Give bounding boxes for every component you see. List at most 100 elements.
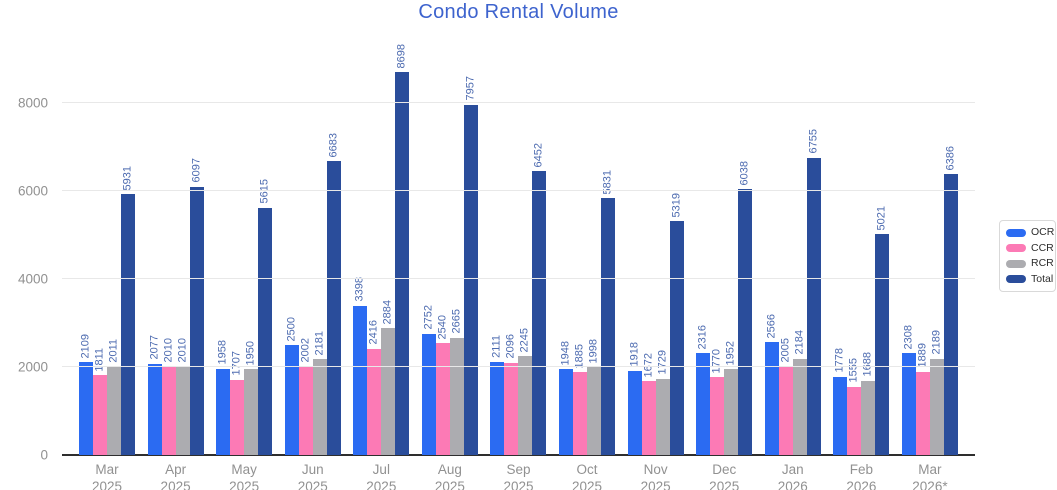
bar-group: 2752 2540 2665 7957 Aug 2025 <box>421 55 478 490</box>
bar-value-label: 2316 <box>696 324 709 350</box>
plot-area: 2109 1811 2011 5931 Mar 2025 2077 2010 2010 6097 A… <box>62 44 975 490</box>
bar-group: 2111 2096 2245 6452 Sep 2025 <box>490 55 547 490</box>
x-axis-label: Feb 2026 <box>846 462 877 490</box>
x-axis-label: Nov 2025 <box>640 462 671 490</box>
bar-total: 5021 <box>875 206 890 455</box>
bar-total: 6386 <box>943 146 958 455</box>
bar-value-label: 2109 <box>79 333 92 359</box>
x-axis-label: Dec 2025 <box>709 462 740 490</box>
bar-total: 5931 <box>121 166 135 455</box>
bar-value-label: 6386 <box>944 145 957 170</box>
bar-total: 6038 <box>738 161 753 455</box>
bar-total: 6683 <box>326 133 341 455</box>
bar-ccr: 1555 <box>847 358 862 455</box>
bar-value-label: 1889 <box>916 343 929 368</box>
bar-ccr: 2005 <box>778 338 793 455</box>
ocr-legend-swatch <box>1006 228 1026 237</box>
bar-ocr: 1778 <box>833 348 848 455</box>
bar-value-label: 2002 <box>299 338 312 363</box>
bar-ccr: 2010 <box>161 338 176 455</box>
bar-value-label: 2005 <box>779 338 792 363</box>
bar-value-label: 2111 <box>490 335 503 359</box>
bar-ccr: 2540 <box>435 315 450 455</box>
legend-item-label: RCR <box>1031 257 1054 270</box>
bar-rcr: 1950 <box>244 341 259 455</box>
x-axis-label: Oct 2025 <box>572 462 603 490</box>
x-axis-label: Aug 2025 <box>434 462 465 490</box>
bar-total: 8698 <box>395 44 410 455</box>
bar-ocr: 1918 <box>627 342 642 455</box>
bar-ocr: 2500 <box>284 317 299 455</box>
x-axis-label: May 2025 <box>229 462 260 490</box>
chart-title: Condo Rental Volume <box>418 1 619 23</box>
bar-rcr: 1729 <box>655 350 670 455</box>
bar-ocr: 2077 <box>147 335 162 455</box>
ccr-legend-swatch <box>1006 244 1026 253</box>
bar-rcr: 2181 <box>312 331 327 455</box>
legend-item-ccr[interactable]: CCR <box>1006 242 1054 255</box>
bar-ccr: 2096 <box>504 334 519 455</box>
y-axis-tick-label: 8000 <box>17 95 48 111</box>
bar-rcr: 2010 <box>175 338 190 455</box>
legend-item-label: CCR <box>1031 241 1054 254</box>
y-axis: 0 2000 4000 6000 8000 <box>0 55 54 461</box>
bar-value-label: 1958 <box>216 340 229 365</box>
bar-group: 3398 2416 2884 8698 Jul 2025 <box>353 44 410 490</box>
bar-value-label: 2010 <box>162 338 175 363</box>
bar-ccr: 1672 <box>641 353 656 455</box>
x-axis-label: Sep 2025 <box>503 462 534 490</box>
bar-value-label: 1770 <box>710 348 723 374</box>
bar-value-label: 5931 <box>121 165 134 190</box>
x-axis-label: Mar 2026* <box>912 462 948 490</box>
bar-value-label: 1778 <box>833 348 846 373</box>
bar-ccr: 1707 <box>230 351 245 455</box>
bar-value-label: 6452 <box>532 142 545 168</box>
bar-ccr: 1889 <box>915 343 930 455</box>
bar-total: 6097 <box>189 158 204 455</box>
bar-value-label: 1811 <box>93 347 106 372</box>
bar-ocr: 2111 <box>490 335 505 455</box>
bar-value-label: 1918 <box>628 342 641 367</box>
bar-value-label: 1885 <box>573 343 586 369</box>
bar-value-label: 2752 <box>422 305 435 330</box>
bar-total: 6452 <box>532 143 547 455</box>
x-axis-label: Jan 2026 <box>777 462 808 490</box>
bar-group: 1948 1885 1998 5831 Oct 2025 <box>559 55 616 490</box>
bar-value-label: 2181 <box>313 330 326 355</box>
legend-item-rcr[interactable]: RCR <box>1006 258 1054 270</box>
legend-item-total[interactable]: Total <box>1006 273 1053 286</box>
x-axis-label: Jul 2025 <box>366 462 397 490</box>
gridline <box>62 278 975 280</box>
bar-ocr: 1948 <box>559 341 574 455</box>
bar-ccr: 2002 <box>298 338 313 455</box>
bar-value-label: 2096 <box>504 334 517 359</box>
bar-group: 2316 1770 1952 6038 Dec 2025 <box>696 55 753 490</box>
bar-value-label: 5021 <box>875 205 888 231</box>
bar-ccr: 1811 <box>93 348 107 455</box>
bar-value-label: 2245 <box>518 327 531 353</box>
bar-rcr: 1688 <box>861 352 876 455</box>
bar-value-label: 1948 <box>559 340 572 366</box>
rcr-legend-swatch <box>1006 259 1026 268</box>
bar-ocr: 2566 <box>764 314 779 455</box>
bar-group: 2308 1889 2189 6386 Mar 2026* <box>901 55 958 490</box>
bar-value-label: 3398 <box>353 277 366 302</box>
legend-item-ocr[interactable]: OCR <box>1006 226 1054 239</box>
bar-value-label: 6097 <box>190 158 203 183</box>
bar-value-label: 6755 <box>807 129 820 154</box>
bar-rcr: 1952 <box>724 341 739 455</box>
bar-value-label: 1950 <box>244 340 257 366</box>
bar-value-label: 1952 <box>724 340 737 366</box>
bar-value-label: 1729 <box>656 350 669 375</box>
bar-ocr: 2308 <box>901 325 916 455</box>
bar-total: 7957 <box>463 76 478 455</box>
bar-ccr: 1885 <box>573 344 588 455</box>
x-axis-baseline <box>62 454 975 456</box>
bar-value-label: 2540 <box>436 314 449 340</box>
total-legend-swatch <box>1006 275 1026 284</box>
bar-value-label: 2566 <box>765 313 778 339</box>
bar-ocr: 1958 <box>216 340 231 455</box>
bar-group: 2077 2010 2010 6097 Apr 2025 <box>147 55 204 490</box>
bar-group: 2566 2005 2184 6755 Jan 2026 <box>764 55 821 490</box>
bar-total: 6755 <box>806 129 821 455</box>
